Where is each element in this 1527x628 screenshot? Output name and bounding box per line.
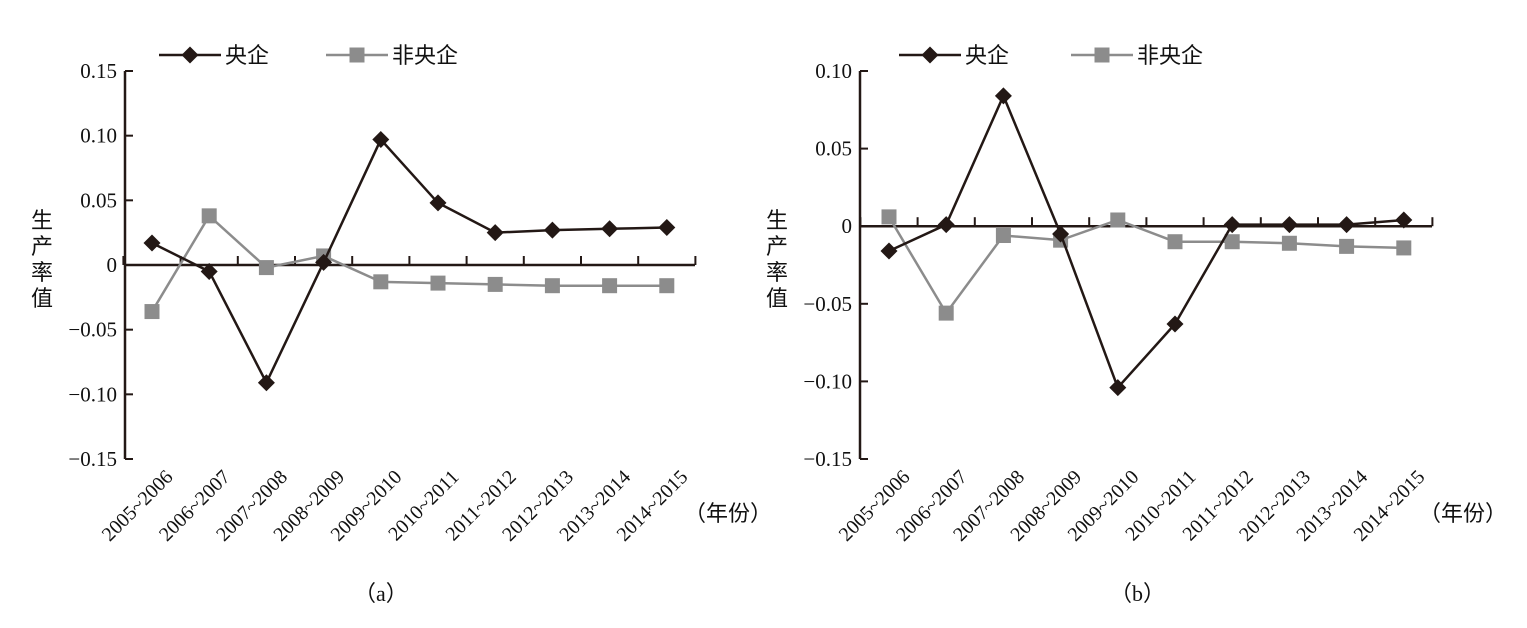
a-y-axis-label: 生产率值 — [31, 209, 53, 312]
b-series-line-noncentral — [887, 216, 1404, 316]
a-data-point-noncentral — [487, 276, 503, 292]
a-data-point-central — [143, 234, 161, 252]
a-data-point-noncentral — [144, 304, 160, 320]
b-data-point-central — [880, 242, 898, 260]
b-y-tick-label: 0.05 — [815, 137, 852, 161]
a-data-point-central — [200, 262, 218, 280]
b-legend-marker — [921, 46, 939, 64]
b-data-point-noncentral — [995, 228, 1011, 244]
a-legend-label: 非央企 — [392, 44, 458, 69]
b-series-line-central — [888, 92, 1404, 390]
a-data-point-central — [658, 218, 676, 236]
b-panel-label: （b） — [1110, 581, 1165, 606]
b-data-point-central — [1109, 379, 1127, 397]
a-legend-label: 央企 — [225, 44, 269, 69]
b-y-tick-label: 0.10 — [815, 59, 852, 83]
a-y-tick-label: 0 — [107, 253, 118, 277]
b-y-tick-label: 0 — [842, 214, 853, 238]
b-data-point-central — [1395, 211, 1413, 229]
a-data-point-noncentral — [659, 278, 675, 294]
a-series-line-central — [151, 137, 667, 386]
b-data-point-noncentral — [1110, 212, 1126, 228]
b-data-point-noncentral — [1396, 240, 1412, 256]
a-panel-label: （a） — [354, 581, 408, 606]
b-data-point-central — [1338, 216, 1356, 234]
b-y-tick-label: −0.10 — [803, 369, 852, 393]
b-data-point-central — [1223, 216, 1241, 234]
b-y-tick-label: −0.05 — [803, 292, 852, 316]
b-data-point-noncentral — [1167, 234, 1183, 250]
a-data-point-noncentral — [201, 208, 217, 224]
a-y-tick-label: −0.15 — [68, 447, 117, 471]
b-data-point-central — [1280, 216, 1298, 234]
b-legend-label: 非央企 — [1137, 44, 1203, 69]
b-data-point-central — [1052, 225, 1070, 243]
a-data-point-central — [257, 374, 275, 392]
a-data-point-noncentral — [544, 278, 560, 294]
b-data-point-noncentral — [938, 305, 954, 321]
b-data-point-central — [994, 87, 1012, 105]
a-x-unit-label: （年份） — [684, 502, 772, 527]
b-data-point-noncentral — [881, 209, 897, 225]
a-data-point-central — [601, 220, 619, 238]
a-series-line-noncentral — [150, 213, 667, 313]
a-data-point-central — [315, 253, 333, 271]
b-data-point-central — [1166, 315, 1184, 333]
a-data-point-noncentral — [430, 275, 446, 291]
a-legend-marker — [349, 47, 365, 63]
a-y-tick-label: 0.05 — [80, 188, 117, 212]
b-data-point-noncentral — [1224, 234, 1240, 250]
a-y-tick-label: 0.10 — [80, 124, 117, 148]
b-legend-label: 央企 — [965, 44, 1009, 69]
a-data-point-noncentral — [373, 274, 389, 290]
b-legend-marker — [1094, 47, 1110, 63]
b-data-point-noncentral — [1339, 238, 1355, 254]
a-data-point-noncentral — [258, 260, 274, 276]
b-data-point-central — [937, 216, 955, 234]
a-y-tick-label: 0.15 — [80, 59, 117, 83]
a-data-point-central — [543, 221, 561, 239]
a-legend-marker — [181, 46, 199, 64]
a-data-point-central — [372, 131, 390, 149]
b-y-tick-label: −0.15 — [803, 447, 852, 471]
a-data-point-central — [486, 224, 504, 242]
a-y-tick-label: −0.10 — [68, 382, 117, 406]
a-y-tick-label: −0.05 — [68, 318, 117, 342]
b-x-unit-label: （年份） — [1419, 502, 1507, 527]
a-data-point-noncentral — [602, 278, 618, 294]
b-y-axis-label: 生产率值 — [766, 209, 788, 312]
a-data-point-central — [429, 194, 447, 212]
b-data-point-noncentral — [1281, 235, 1297, 251]
